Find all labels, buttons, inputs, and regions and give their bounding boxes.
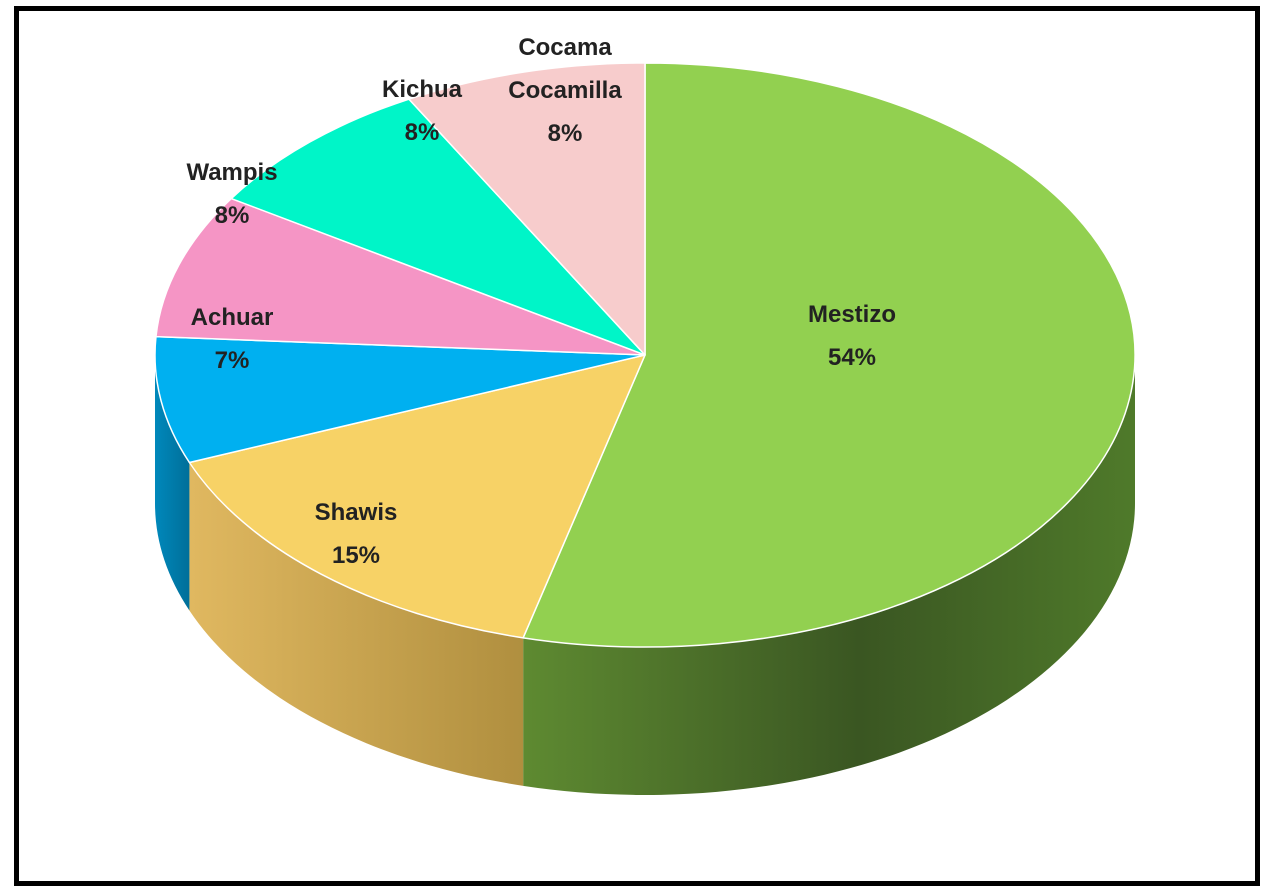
pie-side-shawis	[189, 462, 524, 786]
pie-slice-achuar	[154, 335, 646, 464]
slice-label-wampis: Wampis 8%	[186, 159, 277, 229]
slice-label-cocama-cocamilla: Cocama Cocamilla 8%	[508, 34, 622, 147]
pie-slice-wampis	[155, 197, 646, 356]
pie-slice-mestizo	[522, 62, 1136, 648]
pie-side-layer	[155, 355, 1135, 795]
pie-slice-cocama-cocamilla	[408, 62, 646, 356]
pie-top-layer	[154, 62, 1136, 648]
pie-side-achuar	[155, 355, 190, 611]
pie-slice-shawis	[188, 354, 646, 639]
pie-side-mestizo	[523, 355, 1135, 795]
slice-label-achuar: Achuar 7%	[191, 304, 274, 374]
slice-label-kichua: Kichua 8%	[382, 76, 463, 146]
slice-label-mestizo: Mestizo 54%	[808, 301, 896, 371]
slice-label-shawis: Shawis 15%	[315, 499, 398, 569]
pie-label-layer: Mestizo 54% Shawis 15% Achuar 7% Wampis 8% Kichu…	[186, 34, 896, 569]
pie-slice-kichua	[230, 98, 646, 356]
